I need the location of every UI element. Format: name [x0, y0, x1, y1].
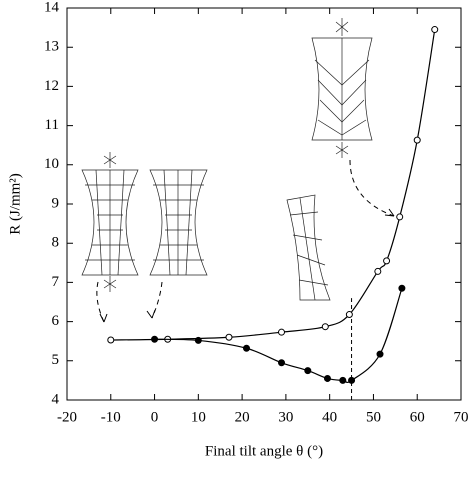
data-point	[242, 344, 250, 352]
data-point	[398, 284, 406, 292]
x-tick-label: 50	[366, 409, 381, 425]
x-tick-label: -20	[57, 409, 77, 425]
y-tick-label: 6	[52, 313, 60, 329]
data-point	[376, 350, 384, 358]
x-tick-label: 0	[151, 409, 159, 425]
y-tick-label: 8	[52, 235, 60, 251]
series-line	[110, 29, 436, 341]
data-point	[278, 359, 286, 367]
data-point	[374, 267, 382, 275]
data-point	[304, 367, 312, 375]
x-tick-label: 30	[278, 409, 293, 425]
y-tick-label: 9	[52, 195, 60, 211]
data-point	[225, 333, 233, 341]
y-tick-label: 10	[44, 156, 59, 172]
data-point	[345, 311, 353, 319]
y-axis-label: R (J/mm²)	[7, 173, 23, 235]
x-tick-label: 20	[235, 409, 250, 425]
data-point	[278, 328, 286, 336]
series-line	[154, 288, 403, 384]
data-point	[323, 374, 331, 382]
inset-arrows	[96, 159, 395, 323]
data-point	[396, 213, 404, 221]
y-tick-label: 12	[44, 78, 59, 94]
y-tick-label: 5	[52, 352, 60, 368]
data-point	[339, 376, 347, 384]
data-point	[151, 335, 159, 343]
y-tick-label: 13	[44, 39, 59, 55]
data-point	[431, 26, 439, 34]
plot-frame	[66, 7, 462, 401]
mesh-insets	[81, 18, 373, 301]
y-tick-label: 4	[52, 391, 60, 407]
x-tick-label: 40	[322, 409, 337, 425]
x-axis-label: Final tilt angle θ (°)	[205, 443, 323, 459]
data-point	[348, 376, 356, 384]
x-tick-label: 70	[454, 409, 469, 425]
data-point	[413, 136, 421, 144]
x-tick-label: 10	[191, 409, 206, 425]
data-point	[194, 336, 202, 344]
data-point	[383, 257, 391, 265]
data-point	[107, 336, 115, 344]
x-tick-label: 60	[410, 409, 425, 425]
y-tick-label: 7	[52, 274, 60, 290]
y-tick-label: 11	[45, 117, 59, 133]
data-point	[321, 323, 329, 331]
x-tick-label: -10	[101, 409, 121, 425]
y-tick-label: 14	[44, 0, 60, 15]
